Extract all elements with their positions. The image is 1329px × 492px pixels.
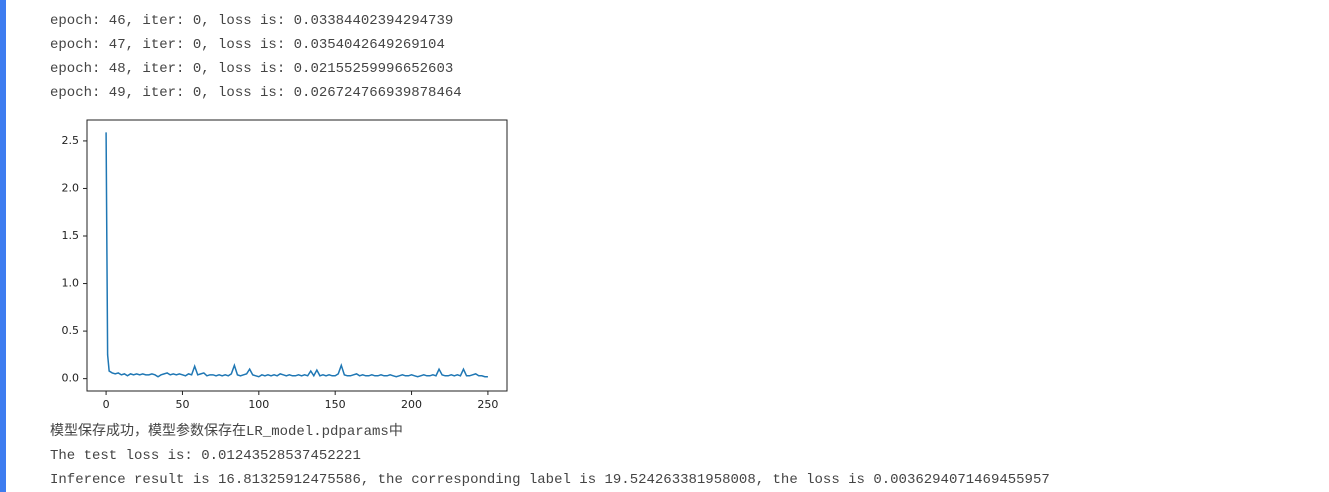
log-line: epoch: 47, iter: 0, loss is: 0.035404264… <box>50 37 445 53</box>
log-line: epoch: 49, iter: 0, loss is: 0.026724766… <box>50 85 462 101</box>
y-tick-label: 2.5 <box>62 134 80 147</box>
loss-line <box>105 132 488 378</box>
log-line: The test loss is: 0.01243528537452221 <box>50 448 361 464</box>
x-tick-label: 250 <box>477 398 498 411</box>
y-tick-label: 1.5 <box>62 229 80 242</box>
log-line: epoch: 48, iter: 0, loss is: 0.021552599… <box>50 61 454 77</box>
x-tick-label: 150 <box>325 398 346 411</box>
chart: 0 50 100 150 200 250 0.0 0.5 1.0 1.5 2.0 2.5 <box>62 119 508 411</box>
x-tick-label: 0 <box>103 398 110 411</box>
log-line: Inference result is 16.81325912475586, t… <box>50 472 1050 488</box>
y-tick-label: 0.0 <box>62 372 80 385</box>
y-tick-label: 0.5 <box>62 324 80 337</box>
plot-frame <box>86 119 508 392</box>
x-tick-label: 200 <box>401 398 422 411</box>
y-tick-label: 1.0 <box>62 277 80 290</box>
cell-marker <box>0 0 6 492</box>
y-tick-label: 2.0 <box>62 181 80 194</box>
log-line: epoch: 46, iter: 0, loss is: 0.033844023… <box>50 13 454 29</box>
log-line: 模型保存成功，模型参数保存在LR_model.pdparams中 <box>50 424 403 440</box>
x-tick-label: 100 <box>248 398 269 411</box>
x-tick-label: 50 <box>175 398 189 411</box>
